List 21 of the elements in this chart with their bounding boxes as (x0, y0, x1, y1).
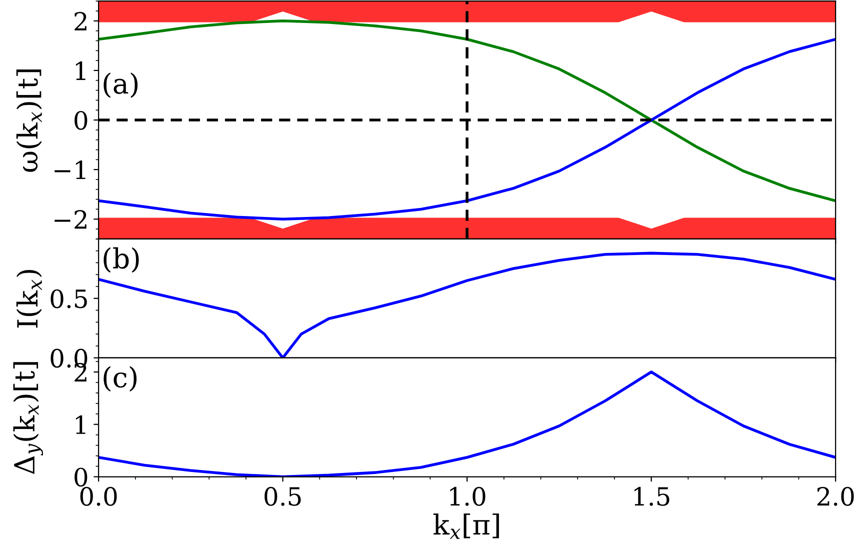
y-tick-label: 1 (76, 415, 86, 434)
y-axis-title: Δ$_{y}$(k$_{x}$)[t] (13, 362, 44, 474)
y-tick-label: −2 (54, 210, 86, 229)
y-axis-title: ω(k$_{x}$)[t] (16, 70, 42, 172)
y-tick-label: 0 (74, 468, 88, 487)
y-tick-label: 2 (74, 12, 86, 30)
x-tick-label: 1.0 (450, 486, 486, 506)
x-tick-label: 0.5 (264, 486, 301, 506)
line-series (98, 20, 836, 202)
y-tick-label: −1 (54, 160, 86, 180)
y-tick-label: 0.5 (50, 289, 87, 308)
annotation: (b) (104, 247, 139, 273)
y-tick-label: 0 (74, 110, 88, 130)
y-axis-title: I(k$_{x}$) (16, 270, 42, 328)
annotation: (a) (104, 72, 138, 98)
x-axis-title: k$_{x}$[π] (433, 513, 499, 539)
y-tick-label: 1 (76, 61, 86, 80)
line-series (98, 38, 836, 220)
x-tick-label: 2.0 (817, 486, 854, 506)
annotation: (c) (104, 366, 137, 392)
x-tick-label: 1.5 (634, 486, 670, 506)
